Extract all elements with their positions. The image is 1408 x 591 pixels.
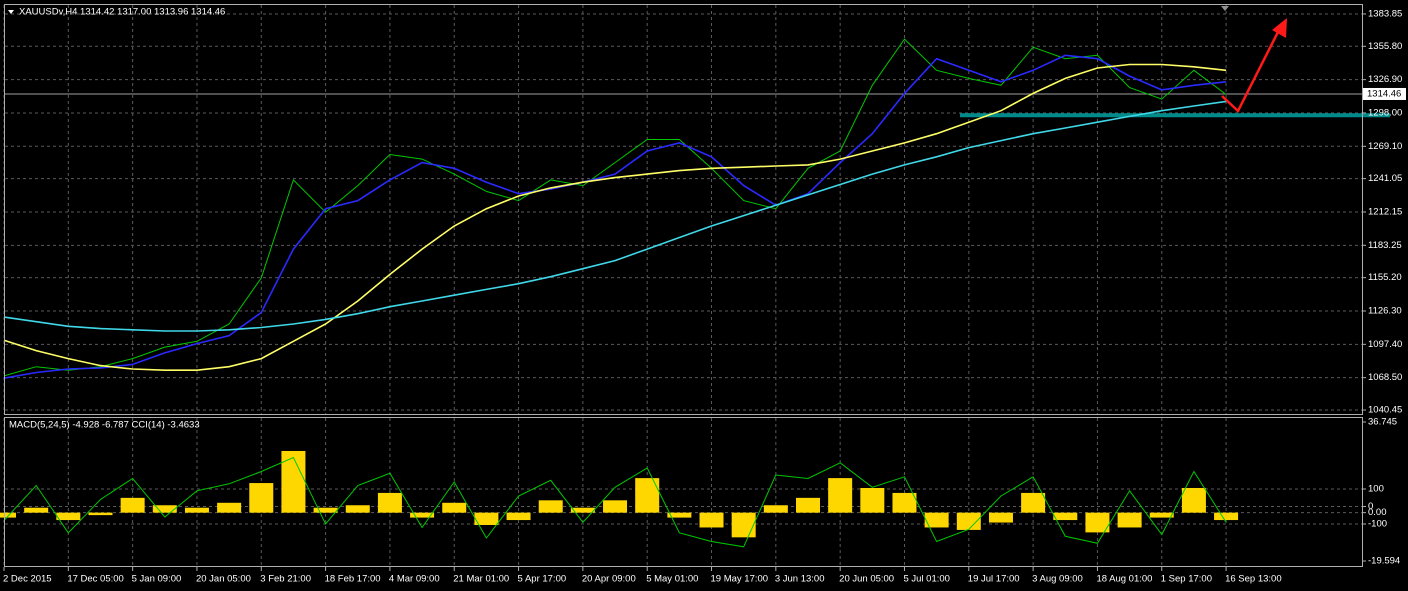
y-tick-label: 36.745 [1368, 417, 1397, 428]
data-layer [0, 38, 1390, 548]
x-tick-label: 1 Sep 17:00 [1161, 574, 1212, 585]
macd-bar [410, 512, 435, 518]
forecast-arrow-head [1272, 18, 1287, 38]
macd-bar [56, 512, 81, 521]
macd-bar [860, 487, 885, 513]
x-tick-label: 3 Aug 09:00 [1032, 574, 1083, 585]
x-tick-label: 19 Jul 17:00 [968, 574, 1020, 585]
sub-frame [4, 417, 1363, 567]
macd-bar [1149, 512, 1174, 518]
x-tick-label: 5 Jan 09:00 [132, 574, 182, 585]
x-tick-label: 3 Jun 13:00 [775, 574, 825, 585]
x-tick-label: 20 Apr 09:00 [582, 574, 636, 585]
macd-bar [345, 505, 370, 513]
macd-bar [1085, 512, 1110, 533]
price-line-series [3, 38, 1227, 377]
x-tick-label: 18 Feb 17:00 [325, 574, 381, 585]
main-frame [4, 4, 1363, 415]
macd-bar [763, 505, 788, 513]
macd-bar [1021, 492, 1046, 513]
y-tick-label: 1383.85 [1368, 8, 1402, 19]
x-tick-label: 20 Jan 05:00 [196, 574, 251, 585]
x-tick-label: 19 May 17:00 [711, 574, 769, 585]
macd-bar [988, 512, 1013, 523]
menu-marker [8, 10, 14, 14]
macd-bar [570, 507, 595, 513]
macd-bar [1053, 512, 1078, 521]
macd-bar [217, 502, 242, 513]
x-tick-label: 5 May 01:00 [646, 574, 698, 585]
x-tick-label: 2 Dec 2015 [3, 574, 52, 585]
y-tick-label: 1298.00 [1368, 107, 1402, 118]
y-tick-label: 1183.25 [1368, 240, 1402, 251]
price-line-series [3, 63, 1227, 371]
x-tick-label: 16 Sep 13:00 [1225, 574, 1282, 585]
macd-bar [281, 450, 306, 513]
macd-bar [120, 497, 145, 513]
x-tick-label: 5 Jul 01:00 [903, 574, 949, 585]
macd-bar [796, 497, 820, 513]
macd-bar [635, 478, 660, 513]
y2-tick-label: -100 [1368, 519, 1387, 530]
y-tick-label: 0.00 [1368, 507, 1387, 518]
x-tick-label: 3 Feb 21:00 [260, 574, 311, 585]
macd-bar [313, 507, 338, 513]
x-tick-label: 20 Jun 05:00 [839, 574, 894, 585]
macd-bar [152, 505, 177, 513]
y-tick-label: 1068.50 [1368, 372, 1402, 383]
y-tick-label: -19.594 [1368, 556, 1400, 567]
macd-bar [828, 478, 853, 513]
y-tick-label: 1212.15 [1368, 206, 1402, 217]
shift-marker [1221, 6, 1229, 11]
macd-bar [603, 500, 628, 513]
forecast-arrow [1221, 27, 1282, 114]
x-tick-label: 4 Mar 09:00 [389, 574, 440, 585]
y-tick-label: 1155.20 [1368, 272, 1402, 283]
macd-bar [24, 507, 49, 513]
price-line-series [3, 54, 1227, 379]
x-tick-label: 18 Aug 01:00 [1096, 574, 1152, 585]
y-tick-label: 1126.30 [1368, 306, 1402, 317]
macd-bar [1181, 487, 1206, 513]
macd-bar [249, 483, 274, 513]
macd-bar [506, 512, 531, 521]
macd-bar [442, 502, 467, 513]
macd-bar [474, 512, 499, 525]
macd-bar [924, 512, 949, 528]
macd-bar [667, 512, 692, 518]
x-tick-label: 21 Mar 01:00 [453, 574, 509, 585]
cci-line [3, 456, 1227, 548]
macd-bar [1117, 512, 1142, 528]
x-tick-label: 17 Dec 05:00 [67, 574, 124, 585]
y-tick-label: 1269.10 [1368, 141, 1402, 152]
price-line-series [3, 100, 1227, 332]
macd-bar [0, 512, 16, 518]
y-tick-label: 1241.05 [1368, 173, 1402, 184]
indicator-title: MACD(5,24,5) -4.928 -6.787 CCI(14) -3.46… [9, 420, 200, 431]
y-tick-label: 1355.80 [1368, 41, 1402, 52]
x-tick-label: 5 Apr 17:00 [518, 574, 567, 585]
y-tick-label: 1326.90 [1368, 74, 1402, 85]
macd-bar [731, 512, 756, 538]
macd-bar [184, 507, 209, 513]
chart-title: XAUUSDv,H4 1314.42 1317.00 1313.96 1314.… [19, 7, 225, 18]
macd-bar [892, 492, 917, 513]
macd-bar [377, 492, 402, 513]
y-tick-label: 1040.45 [1368, 405, 1402, 416]
macd-bar [1214, 512, 1239, 521]
price-label-box [1363, 87, 1406, 100]
y-tick-label: 1097.40 [1368, 339, 1402, 350]
macd-bar [88, 512, 113, 516]
price-label: 1314.46 [1367, 88, 1401, 99]
y2-tick-label: 100 [1368, 484, 1384, 495]
macd-bar [699, 512, 724, 528]
macd-bar [538, 500, 563, 513]
macd-bar [956, 512, 981, 530]
y2-tick-label: 0 [1368, 501, 1373, 512]
